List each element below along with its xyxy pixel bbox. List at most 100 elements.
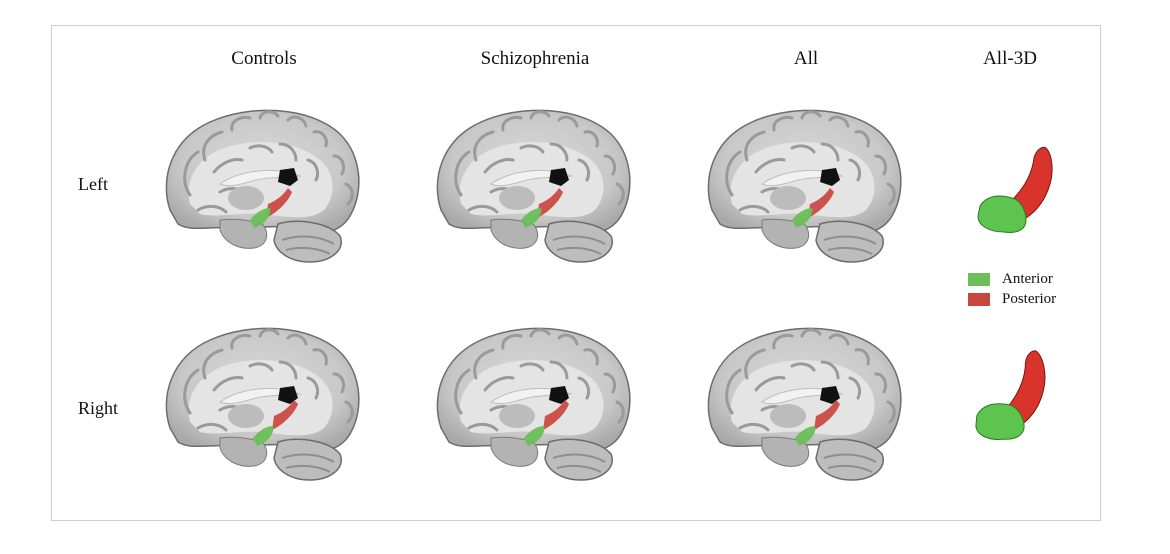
- cortical-fold: [286, 115, 308, 128]
- cortical-fold: [772, 116, 794, 132]
- cortical-fold: [557, 115, 579, 128]
- cortical-fold: [790, 362, 816, 372]
- brain-slice-controls-left: [150, 100, 370, 270]
- cortical-fold: [278, 360, 298, 380]
- cortical-fold: [196, 204, 228, 214]
- cortical-fold: [278, 142, 298, 162]
- legend: Anterior Posterior: [968, 270, 1088, 310]
- cortical-fold: [202, 130, 224, 162]
- temporal-lobe: [490, 436, 539, 467]
- temporal-lobe: [219, 436, 268, 467]
- brain-slice-all-left: [692, 100, 912, 270]
- brain-slice-schizophrenia-left: [421, 100, 641, 270]
- hippocampus-posterior: [808, 188, 834, 218]
- row-label-right: Right: [78, 398, 119, 418]
- cortical-fold: [212, 158, 244, 174]
- ventricle: [278, 168, 298, 186]
- cortical-fold: [483, 158, 515, 174]
- cortical-fold: [790, 144, 816, 154]
- cortical-fold: [854, 130, 870, 148]
- hippocampus-anterior: [524, 426, 545, 446]
- cortical-fold: [725, 150, 742, 197]
- cortical-fold: [744, 130, 766, 162]
- cortical-fold: [248, 362, 274, 372]
- ventricle: [549, 168, 569, 186]
- cortical-fold: [196, 422, 228, 432]
- cortical-fold: [501, 334, 523, 350]
- cortical-fold: [454, 368, 471, 415]
- hippocampus-3d-posterior: [1011, 147, 1053, 219]
- ventricle: [820, 168, 840, 186]
- cortical-fold: [725, 368, 742, 415]
- cortical-fold: [306, 158, 320, 182]
- cortical-fold: [577, 158, 591, 182]
- hippocampus-3d-anterior: [975, 403, 1025, 440]
- hippocampus-anterior: [795, 426, 816, 446]
- thalamus: [770, 404, 806, 428]
- column-header-schizophrenia: Schizophrenia: [480, 48, 590, 69]
- cortical-fold: [886, 182, 896, 206]
- cortical-fold: [454, 150, 471, 197]
- cortical-fold: [557, 333, 579, 346]
- hippocampus-3d-posterior: [1007, 350, 1046, 424]
- cortical-fold: [603, 154, 617, 176]
- cortical-fold: [519, 362, 545, 372]
- cortical-fold: [212, 376, 244, 392]
- cortical-fold: [473, 130, 495, 162]
- cortical-fold: [886, 400, 896, 424]
- column-header-controls: Controls: [231, 48, 297, 69]
- cortical-fold: [183, 150, 200, 197]
- cortical-fold: [800, 328, 822, 338]
- hippocampus-posterior: [272, 400, 298, 430]
- cortical-fold: [549, 360, 569, 380]
- hippocampus-posterior: [814, 400, 840, 430]
- legend-item-posterior: Posterior: [968, 290, 1088, 310]
- hippocampus-anterior: [253, 426, 274, 446]
- hippocampus-posterior: [543, 400, 569, 430]
- cortical-fold: [772, 334, 794, 350]
- cortical-fold: [738, 422, 770, 432]
- cortical-fold: [848, 376, 862, 400]
- hippocampus-posterior: [537, 188, 563, 218]
- cortical-fold: [754, 376, 786, 392]
- legend-item-anterior: Anterior: [968, 270, 1088, 290]
- hippocampus-anterior: [521, 208, 542, 228]
- column-header-all-3d: All-3D: [983, 48, 1037, 69]
- hippocampus-3d-left: [972, 140, 1062, 250]
- brain-slice-controls-right: [150, 318, 370, 488]
- cortical-fold: [230, 116, 252, 132]
- brain-slice-all-right: [692, 318, 912, 488]
- cortical-fold: [603, 372, 617, 394]
- thalamus: [228, 404, 264, 428]
- cortical-fold: [467, 204, 499, 214]
- hippocampus-anterior: [250, 208, 271, 228]
- temporal-lobe: [761, 436, 810, 467]
- cortical-fold: [615, 400, 625, 424]
- ventricle: [278, 386, 298, 404]
- cortical-fold: [258, 328, 280, 338]
- cortical-fold: [615, 182, 625, 206]
- hippocampus-3d-right: [968, 346, 1058, 456]
- cortical-fold: [202, 348, 224, 380]
- thalamus: [499, 186, 535, 210]
- cortical-fold: [820, 360, 840, 380]
- cortical-fold: [874, 154, 888, 176]
- cortical-fold: [332, 154, 346, 176]
- cortical-fold: [183, 368, 200, 415]
- legend-label-posterior: Posterior: [1002, 291, 1057, 307]
- column-header-all: All: [793, 48, 819, 69]
- brain-slice-schizophrenia-right: [421, 318, 641, 488]
- legend-swatch-posterior: [968, 293, 990, 306]
- ventricle: [820, 386, 840, 404]
- cortical-fold: [549, 142, 569, 162]
- cortical-fold: [744, 348, 766, 380]
- cortical-fold: [529, 110, 551, 120]
- cortical-fold: [529, 328, 551, 338]
- cortical-fold: [344, 400, 354, 424]
- legend-swatch-anterior: [968, 273, 990, 286]
- row-label-left: Left: [78, 174, 108, 194]
- hippocampus-3d-anterior: [977, 195, 1027, 233]
- thalamus: [499, 404, 535, 428]
- cortical-fold: [248, 144, 274, 154]
- ventricle: [549, 386, 569, 404]
